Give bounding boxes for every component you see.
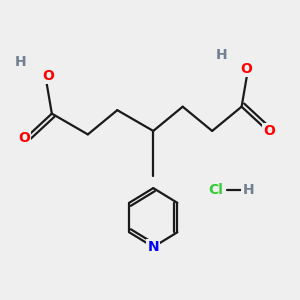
- Text: O: O: [241, 61, 252, 76]
- Text: Cl: Cl: [208, 183, 223, 197]
- Text: H: H: [242, 183, 254, 197]
- Text: O: O: [263, 124, 275, 138]
- Text: O: O: [43, 68, 55, 83]
- Text: O: O: [18, 131, 30, 145]
- Text: H: H: [216, 48, 228, 62]
- Text: H: H: [15, 55, 27, 69]
- Text: N: N: [148, 240, 159, 254]
